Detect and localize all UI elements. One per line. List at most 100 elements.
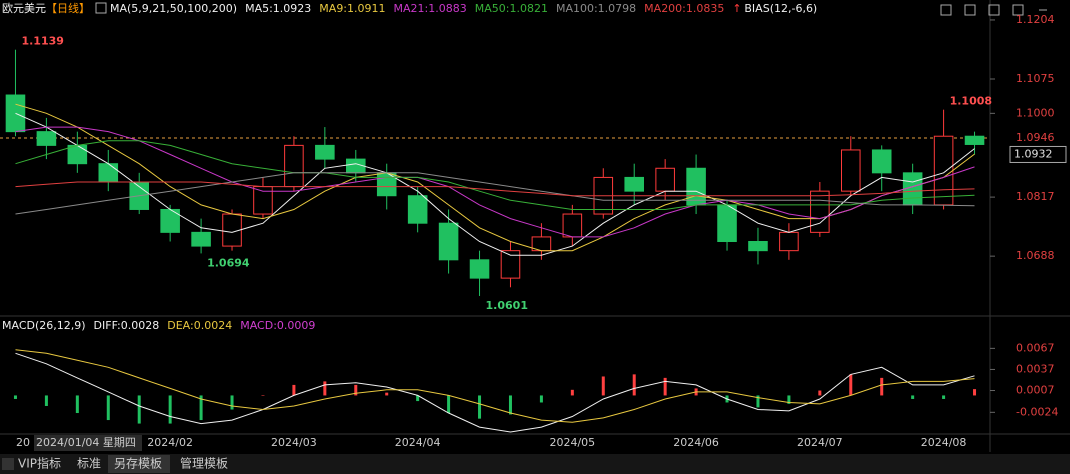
price-annotation: 1.1139 (21, 35, 63, 48)
candle-body (500, 250, 521, 279)
ma-line (15, 181, 975, 197)
crosshair-box (34, 435, 142, 451)
macd-bar (601, 376, 605, 396)
macd-bar (756, 395, 760, 408)
last-price-box (1009, 145, 1067, 163)
legend-entry: MA100:1.0798 (556, 2, 636, 15)
window-icons (940, 4, 1047, 16)
macd-bar (199, 395, 203, 421)
toolbar (0, 454, 1070, 474)
macd-bar (323, 381, 327, 396)
candle-body (67, 144, 88, 165)
macd-bar (261, 395, 265, 396)
macd-bar (230, 395, 234, 410)
macd-bar (478, 395, 482, 419)
candle-body (841, 149, 861, 192)
candle-body (5, 94, 26, 133)
candle-body (191, 231, 211, 247)
toolbar-button[interactable]: 标准 (77, 457, 101, 471)
x-tick-label: 2024/07 (797, 436, 843, 449)
candle-body (438, 222, 459, 261)
x-tick-label: 2024/04 (395, 436, 441, 449)
y-tick-label: 1.1204 (1016, 13, 1055, 26)
macd-bar (663, 377, 667, 396)
icon[interactable] (964, 4, 976, 16)
ma-line (15, 112, 975, 256)
candle-body (779, 231, 799, 252)
candle-body (98, 163, 119, 183)
macd-bar (292, 384, 296, 396)
toolbar-button[interactable]: VIP指标 (18, 456, 61, 471)
legend-entry: DEA:0.0024 (167, 319, 232, 332)
macd-bar (13, 395, 17, 399)
ma-line (15, 126, 975, 238)
candle-body (748, 241, 768, 252)
macd-bar (818, 390, 822, 396)
macd-bar (75, 395, 79, 414)
y-tick-label: 0.0007 (1016, 384, 1055, 397)
macd-bar (354, 384, 358, 396)
x-tick-label: 2024/02 (147, 436, 193, 449)
legend-entry: MA21:1.0883 (394, 2, 467, 15)
legend-entry: MA200:1.0835 (644, 2, 724, 15)
candle-body (284, 144, 304, 188)
macd-bar (416, 395, 420, 402)
macd-bar (385, 392, 389, 396)
x-axis-start: 20 (16, 436, 30, 449)
legend-entry: MA50:1.0821 (475, 2, 548, 15)
price-annotation: 1.0694 (207, 256, 250, 269)
macd-bar (570, 389, 574, 396)
period: 【日线】 (46, 1, 90, 15)
legend-entry: MACD:0.0009 (240, 319, 315, 332)
candle-body (871, 149, 892, 174)
bias-icon: ↑ (732, 2, 741, 15)
y-tick-label: 0.0037 (1016, 362, 1055, 375)
toolbar-icon[interactable] (2, 458, 14, 470)
symbol: 欧元美元 (2, 2, 46, 15)
candle-body (717, 204, 737, 243)
macd-line (15, 352, 975, 433)
macd-bar (942, 395, 946, 399)
candle-body (964, 135, 985, 145)
candle-body (36, 131, 57, 146)
y-tick-label: -0.0024 (1016, 405, 1058, 418)
y-tick-label: 0.0067 (1016, 341, 1055, 354)
price-annotation: 1.0601 (486, 299, 528, 312)
bias: BIAS(12,-6,6) (744, 2, 817, 15)
candle-body (315, 144, 335, 160)
toolbar-button[interactable]: 管理模板 (180, 456, 228, 471)
candle-body (469, 259, 490, 279)
y-tick-label: 1.0688 (1016, 249, 1055, 262)
candle-body (407, 195, 428, 224)
crosshair-label: 2024/01/04 星期四 (36, 436, 136, 449)
x-tick-label: 2024/06 (673, 436, 719, 449)
macd-bar (539, 395, 543, 403)
candle-body (686, 167, 706, 206)
indicator-icon (95, 2, 107, 14)
legend-entry: MA5:1.0923 (245, 2, 311, 15)
x-tick-label: 2024/03 (271, 436, 317, 449)
icon[interactable] (1012, 4, 1024, 16)
ma-line (15, 172, 975, 215)
candle-body (655, 167, 675, 192)
price-annotation: 1.1008 (950, 95, 992, 108)
toolbar-active (108, 455, 170, 473)
ma-line (15, 103, 975, 252)
icon[interactable] (988, 4, 1000, 16)
macd-bar (447, 395, 451, 414)
macd-bar (632, 374, 636, 396)
x-tick-label: 2024/05 (549, 436, 595, 449)
toolbar-button[interactable]: 另存模板 (114, 457, 162, 471)
candle-body (624, 176, 644, 192)
macd-bar (137, 395, 141, 424)
candle-body (933, 135, 954, 206)
last-price-label: 1.0932 (1014, 147, 1053, 160)
macd-bar (880, 377, 884, 396)
macd-bar (849, 374, 853, 396)
macd-bar (911, 395, 915, 399)
y-tick-label: 1.0817 (1016, 190, 1055, 203)
legend-entry: DIFF:0.0028 (94, 319, 160, 332)
icon[interactable] (940, 4, 952, 16)
candle-body (810, 190, 830, 233)
